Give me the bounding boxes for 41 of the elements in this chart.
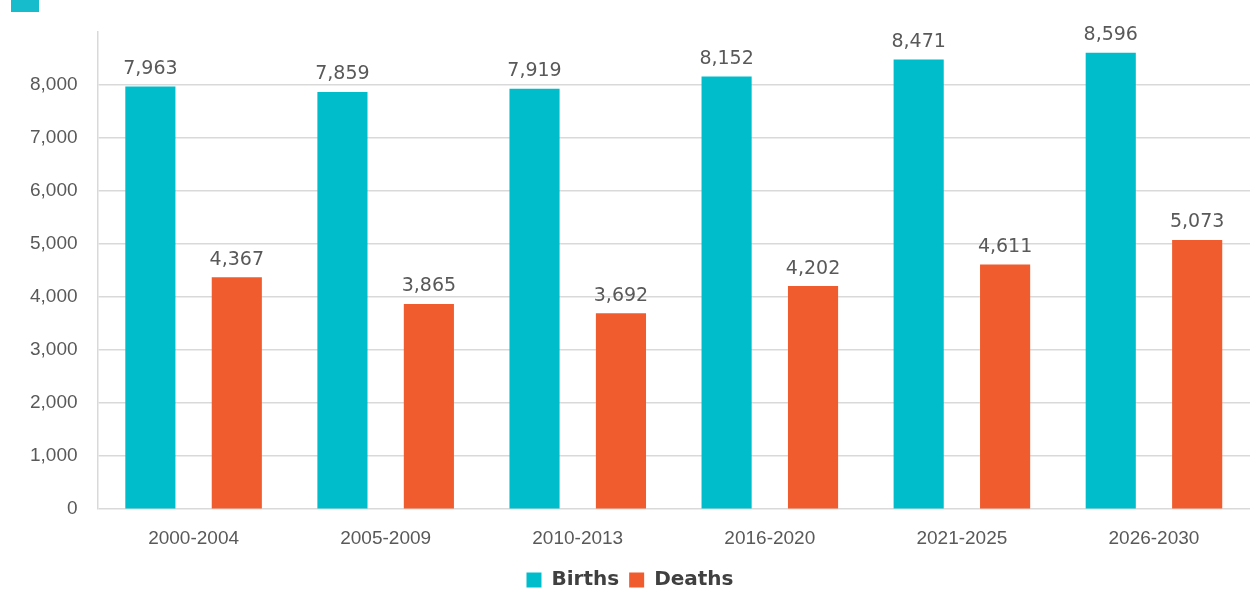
bar: [317, 91, 368, 509]
legend-label: Births: [551, 566, 620, 591]
x-tick-label: 2010-2013: [532, 526, 624, 548]
y-tick-label: 3,000: [30, 338, 78, 360]
y-tick-label: 0: [66, 497, 78, 519]
data-label: 4,611: [977, 233, 1033, 256]
bar: [595, 313, 647, 509]
bar: [211, 277, 262, 509]
y-tick-label: 7,000: [30, 125, 78, 147]
y-tick-label: 4,000: [30, 285, 78, 307]
data-label: 4,202: [785, 255, 841, 278]
data-label: 3,692: [593, 282, 649, 305]
x-tick-label: 2026-2030: [1108, 526, 1200, 548]
bar: [1085, 52, 1136, 509]
bar: [980, 264, 1031, 509]
data-label: 8,152: [699, 45, 754, 68]
x-tick-label: 2021-2025: [916, 526, 1008, 548]
data-label: 8,471: [891, 28, 946, 51]
data-label: 3,865: [401, 273, 457, 296]
x-tick-label: 2005-2009: [340, 526, 432, 548]
y-tick-label: 2,000: [30, 391, 78, 413]
y-tick-label: 8,000: [30, 72, 78, 94]
bar: [1172, 239, 1223, 509]
bar: [701, 76, 752, 509]
bar: [893, 59, 944, 509]
data-label: 7,963: [123, 55, 178, 78]
y-tick-label: 6,000: [30, 178, 78, 200]
bar: [509, 88, 560, 509]
y-tick-label: 5,000: [30, 231, 78, 253]
bar: [787, 286, 839, 509]
x-tick-label: 2000-2004: [148, 526, 240, 548]
y-tick-label: 1,000: [30, 444, 78, 466]
bar: [125, 86, 176, 509]
data-label: 7,919: [507, 58, 562, 81]
data-label: 8,596: [1083, 22, 1138, 45]
x-tick-label: 2016-2020: [724, 526, 816, 548]
data-label: 4,367: [209, 246, 264, 269]
bar: [403, 304, 454, 509]
data-label: 7,859: [315, 61, 370, 84]
legend-label: Deaths: [654, 566, 734, 591]
data-label: 5,073: [1169, 209, 1225, 232]
